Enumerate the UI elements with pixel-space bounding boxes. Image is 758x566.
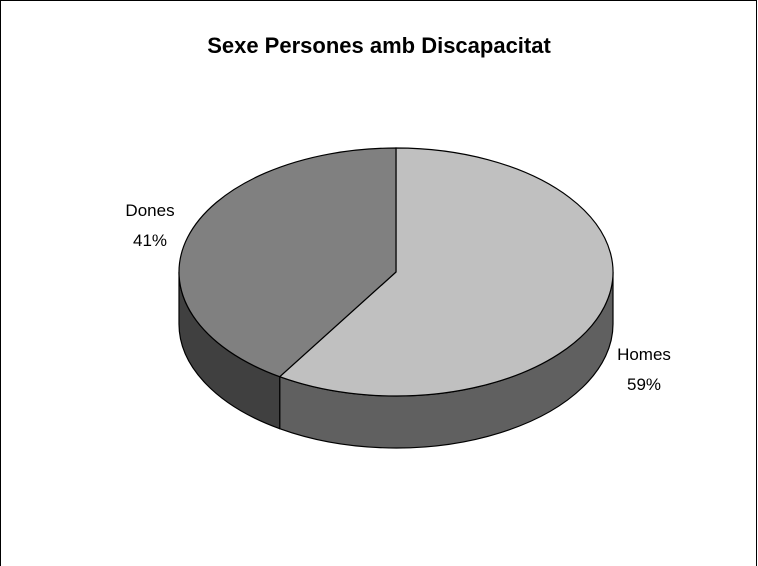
pie-slice-dones: [178, 147, 397, 378]
chart-title: Sexe Persones amb Discapacitat: [207, 33, 551, 58]
pie-slice-homes: [278, 147, 614, 397]
slice-label-dones: Dones: [125, 201, 174, 220]
slice-label-homes: Homes: [617, 345, 671, 364]
slice-percent-homes: 59%: [627, 375, 661, 394]
slice-percent-dones: 41%: [133, 231, 167, 250]
